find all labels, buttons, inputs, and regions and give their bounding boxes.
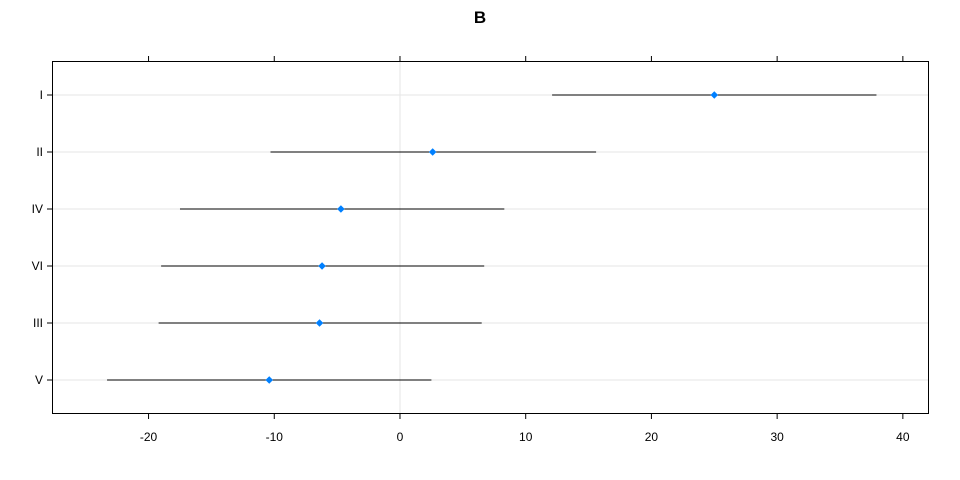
x-tick-label: 40 — [896, 430, 910, 444]
chart-title: B — [474, 8, 486, 27]
y-tick-label-v: V — [35, 373, 43, 387]
interval-layer — [107, 94, 877, 381]
x-tick-label: 0 — [397, 430, 404, 444]
y-tick-label-i: I — [40, 88, 43, 102]
point-vi — [318, 262, 326, 270]
grid-layer — [53, 62, 928, 413]
point-layer — [265, 91, 719, 384]
x-tick-label: 20 — [645, 430, 659, 444]
point-iv — [337, 205, 345, 213]
x-tick-label: -20 — [140, 430, 158, 444]
x-tick-label: 30 — [770, 430, 784, 444]
plot-frame — [52, 61, 929, 414]
y-tick-label-vi: VI — [32, 259, 43, 273]
point-i — [710, 91, 719, 99]
y-tick-label-iv: IV — [32, 202, 43, 216]
point-ii — [428, 148, 437, 156]
x-tick-label: 10 — [519, 430, 533, 444]
x-tick-label: -10 — [266, 430, 284, 444]
y-tick-label-ii: II — [36, 145, 43, 159]
point-iii — [315, 319, 324, 327]
point-v — [265, 376, 274, 384]
y-tick-label-iii: III — [33, 316, 43, 330]
